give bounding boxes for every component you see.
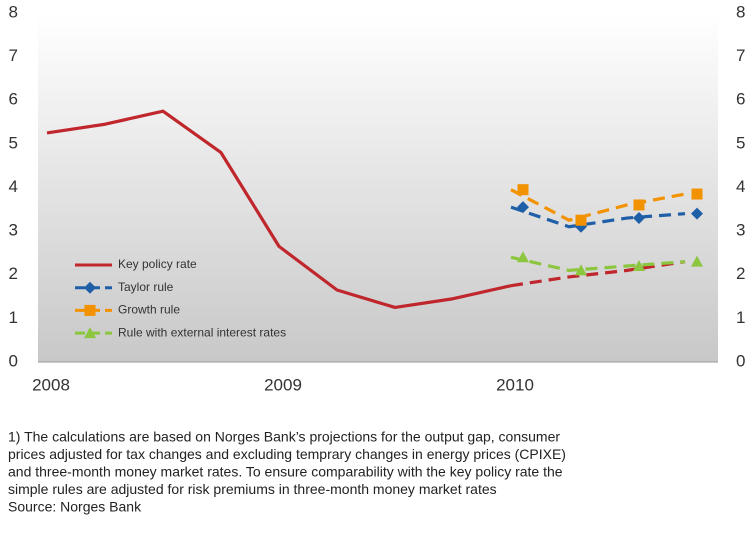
legend-label: Rule with external interest rates [118,325,286,339]
y-tick-label: 6 [9,90,18,109]
marker [633,260,645,272]
marker [517,251,529,263]
y2-tick-label: 0 [736,351,745,370]
y2-tick-label: 7 [736,46,745,65]
x-tick-label: 2008 [32,375,70,394]
marker [691,255,703,267]
marker [84,281,96,294]
x-tick-label: 2010 [496,375,534,394]
y2-tick-label: 2 [736,264,745,283]
y-tick-label: 3 [9,221,18,240]
marker [691,188,703,200]
y-tick-label: 2 [9,264,18,283]
marker [517,201,529,214]
footnote: prices adjusted for tax changes and excl… [8,446,566,462]
marker [575,214,587,226]
marker [691,207,703,220]
footnote: 1) The calculations are based on Norges … [8,429,560,445]
y-tick-label: 0 [9,351,18,370]
y2-tick-label: 8 [736,2,745,21]
legend-label: Growth rule [118,303,180,317]
y-tick-label: 5 [9,133,18,152]
marker [575,264,587,276]
y2-tick-label: 4 [736,177,745,196]
series-line [510,260,686,288]
source: Source: Norges Bank [8,499,142,515]
legend-label: Taylor rule [118,280,174,294]
marker [633,199,645,211]
marker [633,212,645,225]
footnote: simple rules are adjusted for risk premi… [8,481,497,497]
y-tick-label: 7 [9,46,18,65]
series-line [510,188,686,222]
x-tick-label: 2009 [264,375,302,394]
footnote: and three-month money market rates. To e… [8,464,563,480]
marker [517,184,529,196]
marker [84,327,96,339]
legend-label: Key policy rate [118,257,197,271]
y-tick-label: 1 [9,308,18,327]
y-tick-label: 8 [9,2,18,21]
y2-tick-label: 1 [736,308,745,327]
y-tick-label: 4 [9,177,18,196]
series-line [510,255,686,272]
marker [84,304,96,316]
y2-tick-label: 3 [736,221,745,240]
series-line [510,205,686,229]
series-line [46,109,512,310]
y2-tick-label: 6 [736,90,745,109]
y2-tick-label: 5 [736,133,745,152]
